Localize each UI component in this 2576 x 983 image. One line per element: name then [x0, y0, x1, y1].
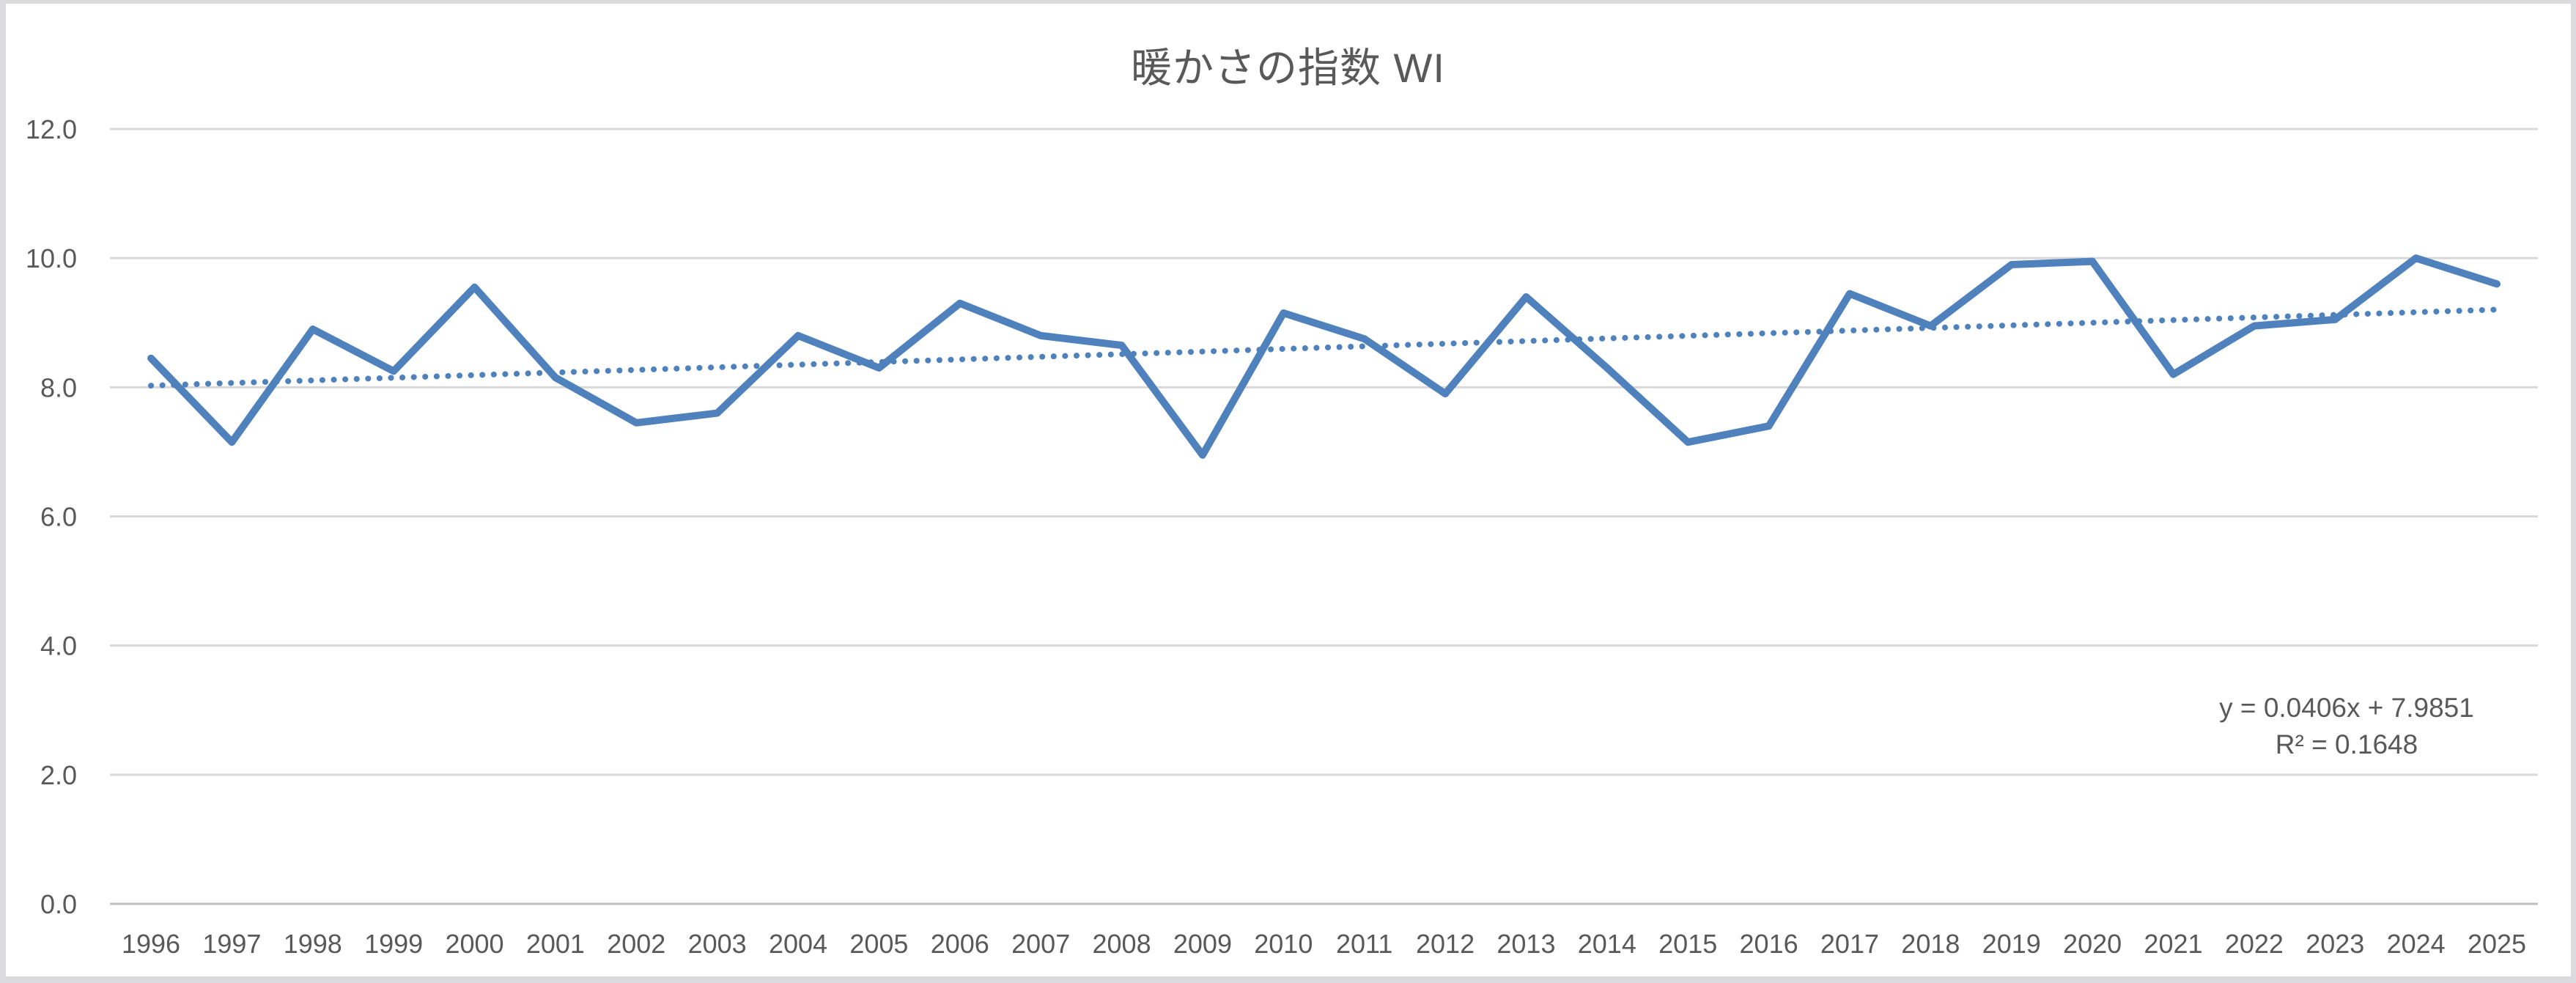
x-tick-label: 2008 — [1093, 929, 1151, 959]
y-tick-label: 10.0 — [26, 243, 77, 273]
x-tick-label: 2019 — [1982, 929, 2041, 959]
x-tick-label: 2014 — [1578, 929, 1636, 959]
frame-edge-bottom — [0, 976, 2576, 983]
x-tick-label: 2013 — [1496, 929, 1555, 959]
x-tick-label: 2007 — [1011, 929, 1070, 959]
x-tick-label: 1997 — [202, 929, 261, 959]
y-tick-label: 4.0 — [40, 631, 77, 661]
series-line-wi — [147, 254, 2501, 459]
chart-title: 暖かさの指数 WI — [1131, 45, 1445, 91]
x-tick-label: 2018 — [1901, 929, 1960, 959]
x-tick-label: 2011 — [1336, 929, 1392, 959]
x-tick-label: 2003 — [688, 929, 747, 959]
x-tick-label: 2015 — [1658, 929, 1717, 959]
frame-edge-top — [0, 0, 2576, 4]
x-tick-label: 1996 — [122, 929, 180, 959]
y-tick-label: 2.0 — [40, 760, 77, 790]
y-tick-label: 8.0 — [40, 372, 77, 402]
x-tick-label: 2002 — [607, 929, 665, 959]
y-tick-label: 6.0 — [40, 502, 77, 532]
x-tick-label: 2012 — [1416, 929, 1475, 959]
x-tick-label: 2009 — [1173, 929, 1232, 959]
x-tick-label: 2005 — [849, 929, 908, 959]
x-tick-label: 2016 — [1740, 929, 1798, 959]
y-tick-label: 12.0 — [26, 114, 77, 144]
x-tick-label: 2025 — [2468, 929, 2526, 959]
x-tick-label: 2024 — [2387, 929, 2446, 959]
y-tick-label: 0.0 — [40, 889, 77, 919]
x-tick-label: 2000 — [445, 929, 503, 959]
x-tick-label: 2006 — [931, 929, 989, 959]
x-tick-label: 2022 — [2225, 929, 2284, 959]
trendline — [148, 306, 2500, 389]
x-tick-label: 2020 — [2063, 929, 2122, 959]
x-tick-label: 2001 — [526, 929, 585, 959]
x-tick-label: 2004 — [769, 929, 827, 959]
trendline-equation-block: y = 0.0406x + 7.9851 R² = 0.1648 — [2127, 690, 2566, 763]
x-tick-label: 1998 — [284, 929, 342, 959]
x-tick-label: 2023 — [2306, 929, 2364, 959]
x-tick-label: 2021 — [2144, 929, 2202, 959]
x-tick-label: 2010 — [1254, 929, 1313, 959]
x-tick-label: 2017 — [1820, 929, 1879, 959]
frame-edge-left — [0, 0, 6, 983]
frame-edge-right — [2571, 0, 2576, 983]
x-tick-label: 1999 — [364, 929, 423, 959]
trendline-r2-label: R² = 0.1648 — [2275, 729, 2418, 759]
trendline-equation-label: y = 0.0406x + 7.9851 — [2219, 693, 2474, 723]
